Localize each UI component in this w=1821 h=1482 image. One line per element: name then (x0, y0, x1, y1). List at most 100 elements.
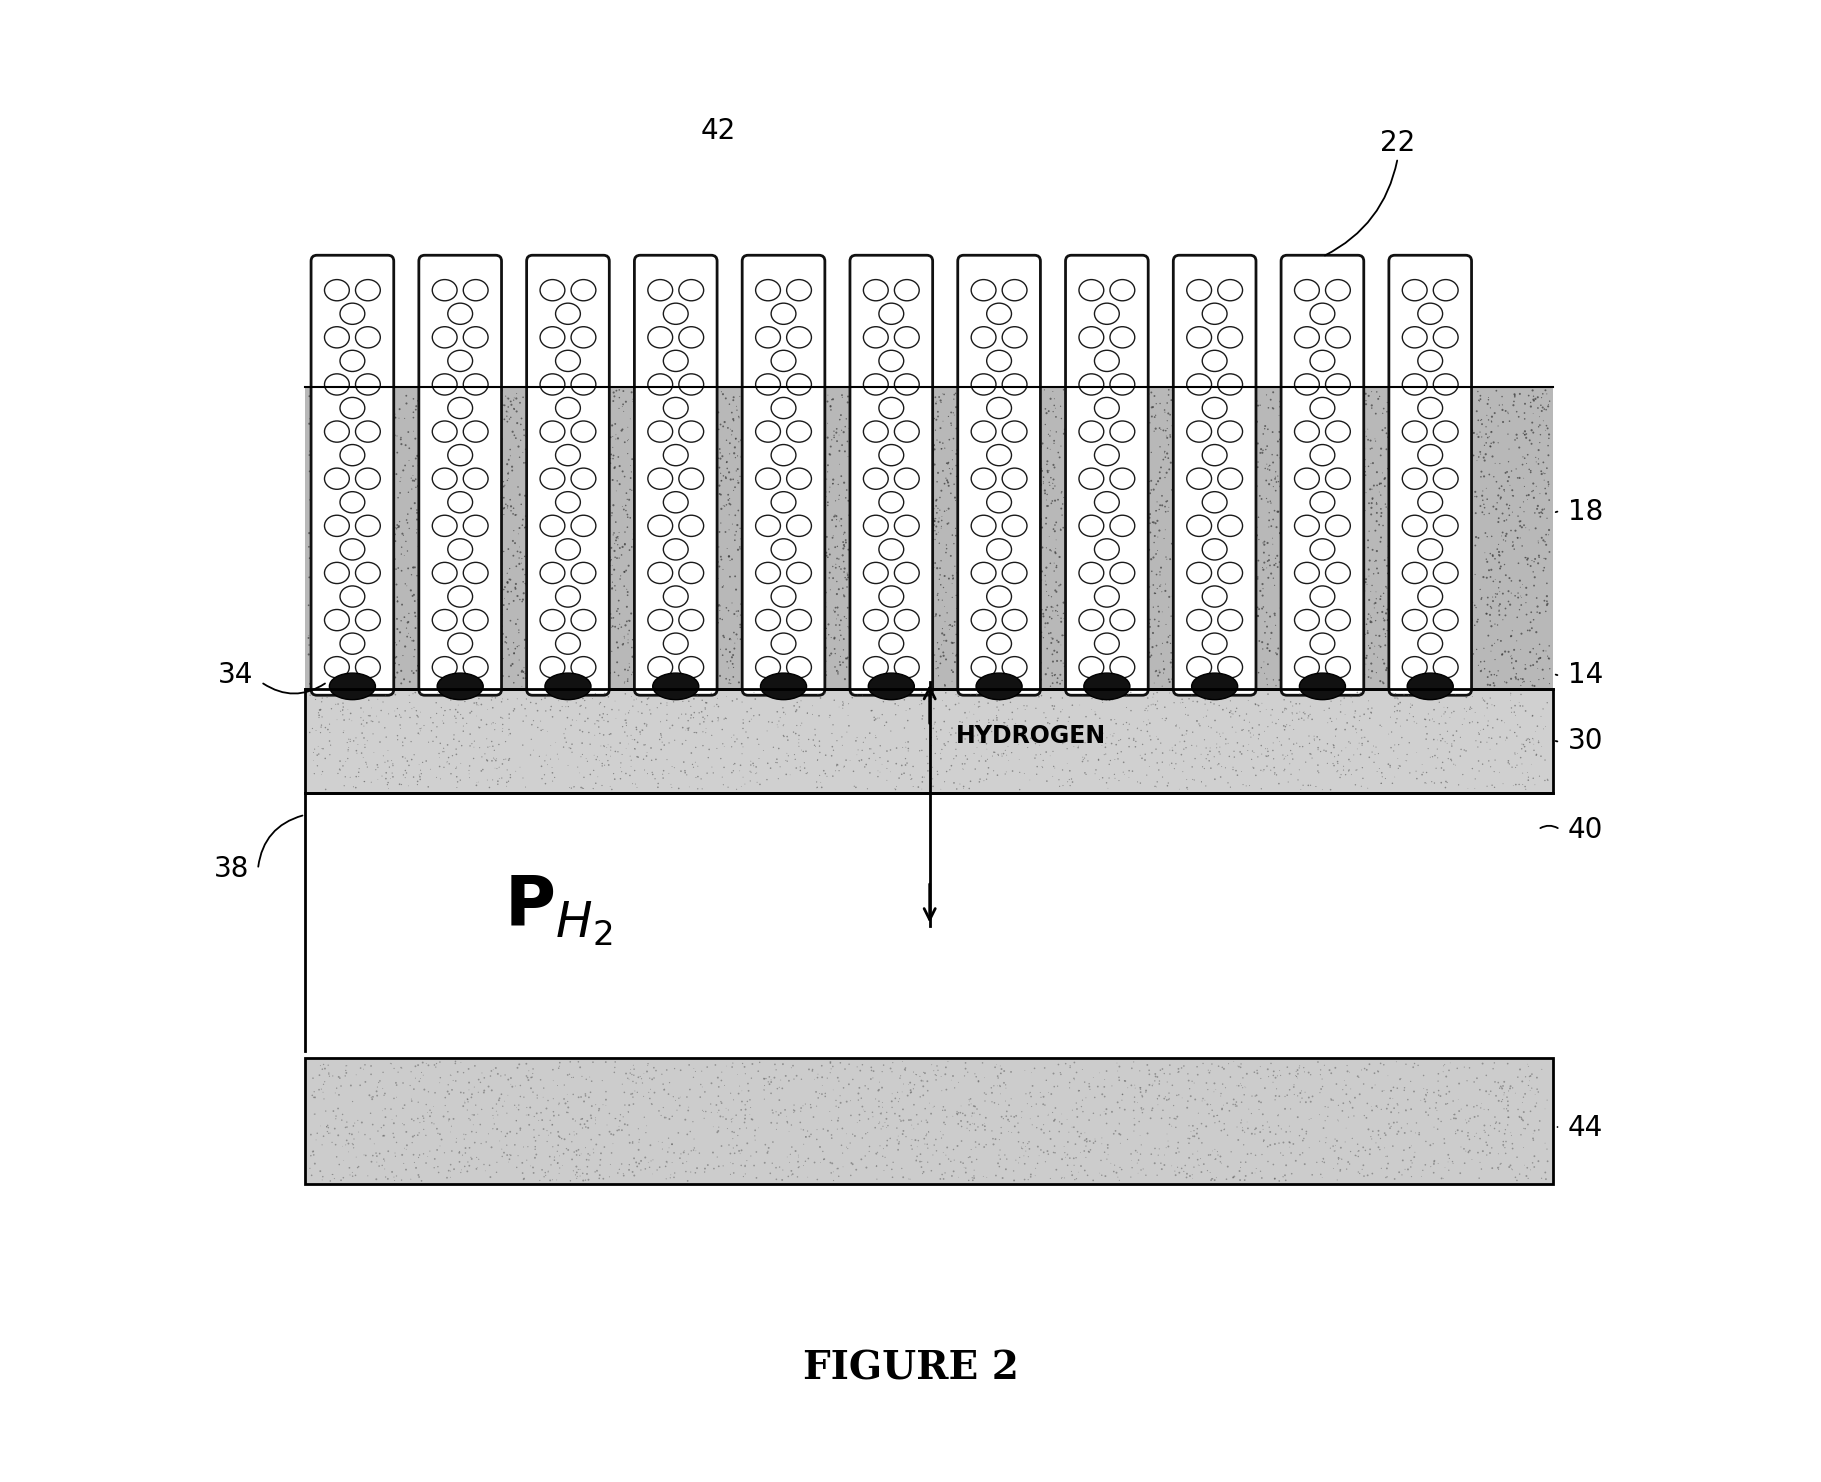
Point (1003, 528, 1033, 551)
Point (998, 651, 1027, 674)
Point (774, 496, 803, 520)
Point (1533, 470, 1562, 494)
Point (408, 1063, 437, 1086)
Point (477, 1135, 506, 1159)
Point (1468, 1140, 1497, 1163)
Point (960, 1166, 989, 1190)
Point (1167, 479, 1196, 502)
Point (1397, 425, 1426, 449)
Point (395, 1073, 424, 1097)
Point (1282, 498, 1311, 522)
Point (909, 495, 938, 519)
Point (375, 439, 404, 462)
Point (679, 1138, 708, 1162)
Point (297, 408, 326, 431)
Point (563, 486, 592, 510)
Point (1043, 714, 1073, 738)
Point (672, 587, 701, 611)
Point (1156, 451, 1185, 474)
Point (453, 1159, 483, 1183)
Point (493, 1150, 523, 1174)
Point (1160, 427, 1189, 451)
Point (359, 499, 388, 523)
Point (980, 1091, 1009, 1114)
Ellipse shape (1402, 468, 1428, 489)
Point (386, 433, 415, 456)
Point (976, 667, 1005, 691)
Point (1493, 422, 1522, 446)
Point (1470, 449, 1499, 473)
Point (1411, 572, 1440, 596)
Point (657, 1132, 687, 1156)
Point (1207, 1119, 1236, 1143)
Point (677, 502, 707, 526)
Point (663, 584, 692, 608)
Point (370, 639, 399, 662)
Point (1397, 440, 1426, 464)
Point (1329, 1091, 1358, 1114)
Point (947, 1129, 976, 1153)
Point (1253, 491, 1282, 514)
Point (481, 535, 510, 559)
Point (1198, 578, 1227, 602)
Point (918, 557, 947, 581)
Point (752, 768, 781, 791)
Point (446, 1157, 475, 1181)
Point (652, 587, 681, 611)
Point (361, 569, 390, 593)
Point (1513, 1113, 1542, 1137)
Point (641, 486, 670, 510)
Ellipse shape (1309, 633, 1335, 654)
Point (677, 508, 707, 532)
Point (493, 637, 523, 661)
Point (1493, 590, 1522, 614)
Point (322, 708, 351, 732)
Point (484, 756, 514, 780)
Point (1530, 588, 1559, 612)
Point (459, 409, 488, 433)
Point (1096, 723, 1125, 747)
Point (1124, 617, 1153, 640)
Point (1067, 731, 1096, 754)
Point (1426, 1085, 1455, 1109)
Point (1382, 1049, 1411, 1073)
Point (1515, 728, 1544, 751)
Point (368, 547, 397, 571)
Point (1240, 1085, 1269, 1109)
FancyBboxPatch shape (419, 255, 501, 695)
Point (727, 1138, 756, 1162)
Point (814, 545, 843, 569)
Point (339, 445, 368, 468)
Point (534, 581, 563, 605)
Point (320, 692, 350, 716)
Point (1358, 488, 1388, 511)
Point (366, 382, 395, 406)
Point (1169, 1054, 1198, 1077)
Point (544, 1125, 574, 1149)
Point (909, 1162, 938, 1186)
Point (508, 571, 537, 594)
Point (1109, 534, 1138, 557)
Point (1231, 388, 1260, 412)
Point (1080, 405, 1109, 428)
Point (1375, 1086, 1404, 1110)
Point (1114, 579, 1144, 603)
Point (701, 529, 730, 553)
Point (778, 541, 807, 565)
Point (488, 603, 517, 627)
Point (1397, 381, 1426, 405)
Point (965, 731, 994, 754)
Point (1249, 422, 1278, 446)
Point (1153, 774, 1182, 797)
Point (1493, 1085, 1522, 1109)
Point (1018, 578, 1047, 602)
Point (1100, 683, 1129, 707)
Point (949, 489, 978, 513)
Point (730, 1092, 759, 1116)
Point (676, 1120, 705, 1144)
Point (1331, 1082, 1360, 1106)
Point (1120, 492, 1149, 516)
Point (1125, 1076, 1155, 1100)
Point (384, 1060, 413, 1083)
Point (923, 496, 952, 520)
